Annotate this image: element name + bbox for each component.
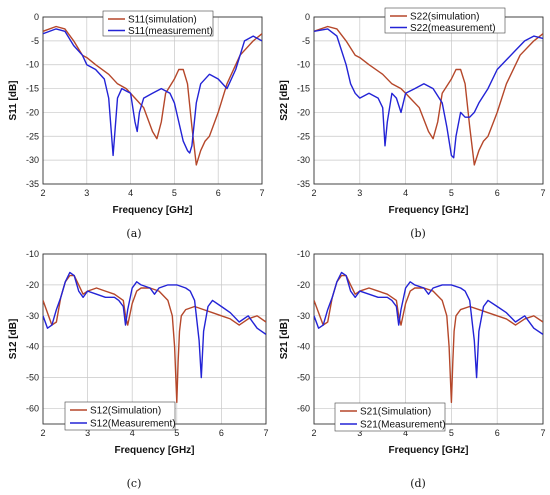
x-tick-label: 7 <box>540 428 545 438</box>
x-tick-label: 2 <box>40 428 45 438</box>
x-axis-label: Frequency [GHz] <box>388 205 468 216</box>
chart-b: 2 3 4 5 6 7 0 -5 -10 -15 -20 -25 -30 -35 S22(simulatio… <box>279 7 546 240</box>
plot-area <box>43 17 262 184</box>
panel-caption: (a) <box>126 227 141 240</box>
legend-label: S21(Simulation) <box>360 407 431 418</box>
y-tick-label: -10 <box>297 249 310 259</box>
y-tick-label: 0 <box>305 12 310 22</box>
x-tick-label: 4 <box>403 188 408 198</box>
x-tick-label: 7 <box>263 428 268 438</box>
y-tick-label: -10 <box>26 60 39 70</box>
legend-box <box>102 10 214 37</box>
y-tick-label: -25 <box>297 131 310 141</box>
x-tick-label: 3 <box>85 428 90 438</box>
y-tick-label: -15 <box>297 84 310 94</box>
x-tick-label: 5 <box>449 188 454 198</box>
x-tick-label: 3 <box>357 428 362 438</box>
legend-label: S22(measurement) <box>410 23 496 34</box>
series-line-simulation <box>43 25 262 166</box>
series-line-measurement <box>43 28 262 157</box>
y-tick-label: -30 <box>26 155 39 165</box>
chart-d: 2 3 4 5 6 7 -10 -20 -30 -40 -50 -60 S21(Simulation) S… <box>279 249 546 490</box>
y-tick-label: -15 <box>26 84 39 94</box>
x-tick-label: 6 <box>495 188 500 198</box>
y-tick-label: -35 <box>26 179 39 189</box>
y-axis-label: S21 [dB] <box>279 319 290 360</box>
y-tick-label: -10 <box>297 60 310 70</box>
x-tick-label: 5 <box>174 428 179 438</box>
legend-label: S21(Measurement) <box>360 420 446 431</box>
plot-area <box>314 17 543 184</box>
panel-caption: (d) <box>410 477 426 490</box>
y-tick-label: -35 <box>297 179 310 189</box>
panel-caption: (b) <box>410 227 426 240</box>
x-tick-label: 3 <box>84 188 89 198</box>
x-tick-label: 2 <box>311 428 316 438</box>
legend-box <box>64 401 176 431</box>
x-tick-label: 6 <box>495 428 500 438</box>
y-tick-label: -20 <box>26 107 39 117</box>
y-tick-label: -20 <box>297 107 310 117</box>
y-axis-label: S11 [dB] <box>8 80 19 120</box>
legend-label: S12(Simulation) <box>90 406 161 417</box>
legend-label: S22(simulation) <box>410 12 479 23</box>
x-tick-label: 4 <box>128 188 133 198</box>
y-tick-label: -5 <box>302 36 310 46</box>
y-tick-label: -30 <box>297 155 310 165</box>
y-axis-label: S12 [dB] <box>8 319 19 360</box>
x-axis-label: Frequency [GHz] <box>112 205 192 216</box>
y-tick-label: -40 <box>26 342 39 352</box>
y-tick-label: -50 <box>297 373 310 383</box>
y-tick-label: -60 <box>26 404 39 414</box>
legend-box <box>384 7 506 34</box>
x-tick-label: 4 <box>130 428 135 438</box>
y-tick-label: -25 <box>26 131 39 141</box>
series-line-measurement <box>314 271 543 379</box>
y-tick-label: -60 <box>297 404 310 414</box>
y-tick-label: -40 <box>297 342 310 352</box>
x-tick-label: 3 <box>357 188 362 198</box>
chart-a: 2 3 4 5 6 7 0 -5 -10 -15 -20 -25 -30 -35 S11(simulatio… <box>8 10 265 240</box>
series-line-measurement <box>314 28 543 159</box>
x-tick-label: 7 <box>540 188 545 198</box>
y-tick-label: -30 <box>297 311 310 321</box>
y-tick-label: -20 <box>297 280 310 290</box>
plot-area <box>314 254 543 424</box>
series-line-measurement <box>43 271 266 379</box>
y-tick-label: -5 <box>31 36 39 46</box>
y-tick-label: -30 <box>26 311 39 321</box>
chart-c: 2 3 4 5 6 7 -10 -20 -30 -40 -50 -60 S12(Simulation) S… <box>8 249 269 490</box>
x-tick-label: 4 <box>403 428 408 438</box>
x-tick-label: 2 <box>311 188 316 198</box>
y-axis-label: S22 [dB] <box>279 80 290 121</box>
x-tick-label: 2 <box>40 188 45 198</box>
x-tick-label: 7 <box>259 188 264 198</box>
series-line-simulation <box>314 25 543 166</box>
legend-label: S11(simulation) <box>128 15 197 26</box>
x-tick-label: 6 <box>219 428 224 438</box>
x-axis-label: Frequency [GHz] <box>388 445 468 456</box>
y-tick-label: -20 <box>26 280 39 290</box>
legend-label: S11(measurement) <box>128 26 213 37</box>
plot-area <box>43 254 266 424</box>
legend-box <box>334 402 446 432</box>
x-tick-label: 6 <box>216 188 221 198</box>
x-tick-label: 5 <box>172 188 177 198</box>
panel-caption: (c) <box>127 477 142 490</box>
y-tick-label: 0 <box>34 12 39 22</box>
legend-label: S12(Measurement) <box>90 419 176 430</box>
x-axis-label: Frequency [GHz] <box>114 445 194 456</box>
y-tick-label: -10 <box>26 249 39 259</box>
x-tick-label: 5 <box>449 428 454 438</box>
y-tick-label: -50 <box>26 373 39 383</box>
